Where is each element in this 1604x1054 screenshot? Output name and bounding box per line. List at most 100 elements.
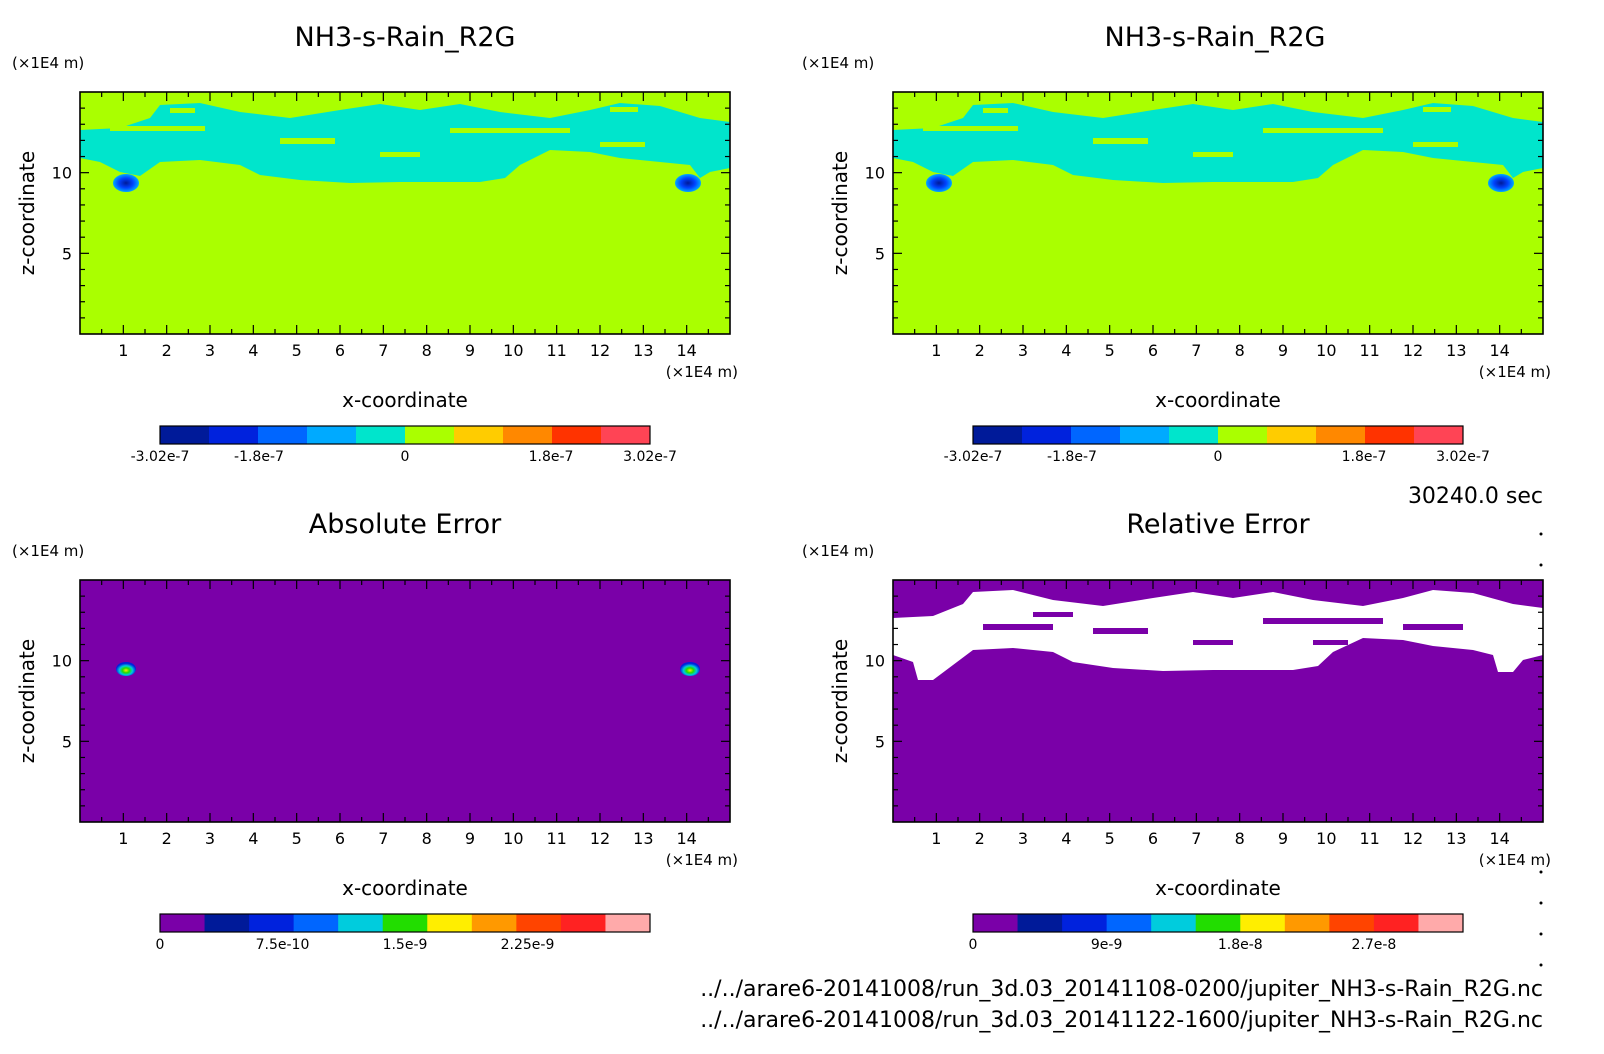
x-tick-label: 5 [292, 829, 302, 848]
x-tick-label: 11 [1359, 341, 1379, 360]
colorbar-tick-label: -3.02e-7 [944, 449, 1003, 465]
colorbar-swatch [1418, 914, 1464, 932]
x-tick-label: 6 [1148, 829, 1158, 848]
file-path-1: ../../arare6-20141008/run_3d.03_20141108… [700, 977, 1543, 1002]
y-tick-label: 5 [62, 244, 72, 263]
colorbar-swatch [160, 914, 206, 932]
colorbar-swatch [1218, 426, 1268, 444]
x-tick-label: 1 [931, 829, 941, 848]
colorbar-swatch [1414, 426, 1464, 444]
x-tick-label: 14 [1489, 341, 1509, 360]
colorbar-swatch [1071, 426, 1121, 444]
x-axis-label: x-coordinate [1155, 388, 1281, 412]
x-tick-label: 3 [205, 829, 215, 848]
colorbar-swatch [293, 914, 339, 932]
colorbar-swatch [209, 426, 259, 444]
colorbar-swatch [405, 426, 455, 444]
heatmap-field [80, 580, 730, 822]
colorbar: 0 7.5e-10 1.5e-9 2.25e-9 [156, 913, 651, 953]
colorbar-tick-label: 9e-9 [1091, 937, 1122, 953]
colorbar-swatch [552, 426, 602, 444]
colorbar-swatch [560, 914, 606, 932]
colorbar-swatch [973, 914, 1019, 932]
colorbar-tick-label: 0 [969, 937, 978, 953]
x-tick-label: 7 [378, 341, 388, 360]
x-tick-label: 12 [1403, 341, 1423, 360]
vortex-left [926, 174, 952, 192]
x-ticks: 1 2 3 4 5 6 7 8 9 10 11 12 13 14 [914, 580, 1522, 848]
y-ticks: 5 10 [865, 595, 1543, 807]
x-tick-label: 7 [1191, 829, 1201, 848]
x-tick-label: 11 [546, 829, 566, 848]
y-axis-label: z-coordinate [15, 151, 39, 275]
y-unit-label: (×1E4 m) [12, 542, 84, 560]
x-ticks: 1 2 3 4 5 6 7 8 9 10 11 12 13 14 [101, 580, 709, 848]
y-tick-label: 10 [52, 164, 72, 183]
y-tick-label: 10 [865, 652, 885, 671]
colorbar-swatch [1316, 426, 1366, 444]
x-tick-label: 13 [1446, 829, 1466, 848]
heatmap-field [893, 580, 1543, 822]
colorbar-swatch [516, 914, 562, 932]
panel-title: NH3-s-Rain_R2G [295, 22, 516, 53]
colorbar-tick-label: 1.8e-7 [1342, 449, 1387, 465]
colorbar-swatch [1365, 426, 1415, 444]
colorbar-swatch [454, 426, 504, 444]
x-tick-label: 1 [118, 341, 128, 360]
colorbar-tick-label: 1.8e-7 [529, 449, 574, 465]
colorbar-tick-label: 0 [1214, 449, 1223, 465]
y-axis-label: z-coordinate [828, 639, 852, 763]
colorbar-tick-label: 1.8e-8 [1218, 937, 1263, 953]
x-tick-label: 7 [378, 829, 388, 848]
x-tick-label: 7 [1191, 341, 1201, 360]
colorbar: -3.02e-7 -1.8e-7 0 1.8e-7 3.02e-7 [944, 425, 1490, 465]
x-tick-label: 9 [465, 341, 475, 360]
colorbar-swatch [601, 426, 651, 444]
colorbar-swatch [356, 426, 406, 444]
x-tick-label: 4 [248, 341, 258, 360]
colorbar-swatch [1062, 914, 1108, 932]
file-path-2: ../../arare6-20141008/run_3d.03_20141122… [700, 1008, 1543, 1033]
x-tick-label: 4 [1061, 341, 1071, 360]
colorbar: 0 9e-9 1.8e-8 2.7e-8 [969, 913, 1464, 953]
x-tick-label: 13 [633, 829, 653, 848]
x-tick-label: 9 [1278, 829, 1288, 848]
colorbar-swatch [258, 426, 308, 444]
cloud-layer [893, 103, 1543, 183]
x-unit-label: (×1E4 m) [1479, 363, 1551, 381]
field-background [80, 580, 730, 822]
heatmap-field [80, 92, 730, 334]
x-tick-label: 5 [292, 341, 302, 360]
colorbar-swatch [973, 426, 1023, 444]
panel-relative-error: Relative Error (×1E4 m) 1 2 3 4 5 6 7 8 9 10 11 12 1… [802, 509, 1551, 953]
x-tick-label: 11 [1359, 829, 1379, 848]
x-tick-label: 14 [1489, 829, 1509, 848]
x-tick-label: 6 [335, 341, 345, 360]
colorbar-swatch [382, 914, 428, 932]
panel-title: NH3-s-Rain_R2G [1105, 22, 1326, 53]
x-axis-label: x-coordinate [342, 876, 468, 900]
x-tick-label: 10 [503, 341, 523, 360]
x-tick-label: 3 [205, 341, 215, 360]
y-unit-label: (×1E4 m) [802, 54, 874, 72]
x-tick-label: 10 [1316, 341, 1336, 360]
edge-dots [1539, 532, 1543, 967]
x-tick-label: 6 [335, 829, 345, 848]
colorbar-swatch [204, 914, 250, 932]
colorbar-tick-label: 0 [401, 449, 410, 465]
colorbar-tick-label: 2.7e-8 [1351, 937, 1396, 953]
colorbar-swatch [1195, 914, 1241, 932]
colorbar-swatch [471, 914, 517, 932]
x-ticks: 1 2 3 4 5 6 7 8 9 10 11 12 13 14 [101, 92, 709, 360]
colorbar-swatch [1022, 426, 1072, 444]
x-tick-label: 3 [1018, 829, 1028, 848]
colorbar-tick-label: 3.02e-7 [623, 449, 677, 465]
x-tick-label: 13 [1446, 341, 1466, 360]
x-tick-label: 4 [248, 829, 258, 848]
y-ticks: 5 10 [52, 595, 730, 807]
y-tick-label: 10 [52, 652, 72, 671]
y-tick-label: 5 [875, 732, 885, 751]
y-tick-label: 10 [865, 164, 885, 183]
colorbar-swatch [1373, 914, 1419, 932]
